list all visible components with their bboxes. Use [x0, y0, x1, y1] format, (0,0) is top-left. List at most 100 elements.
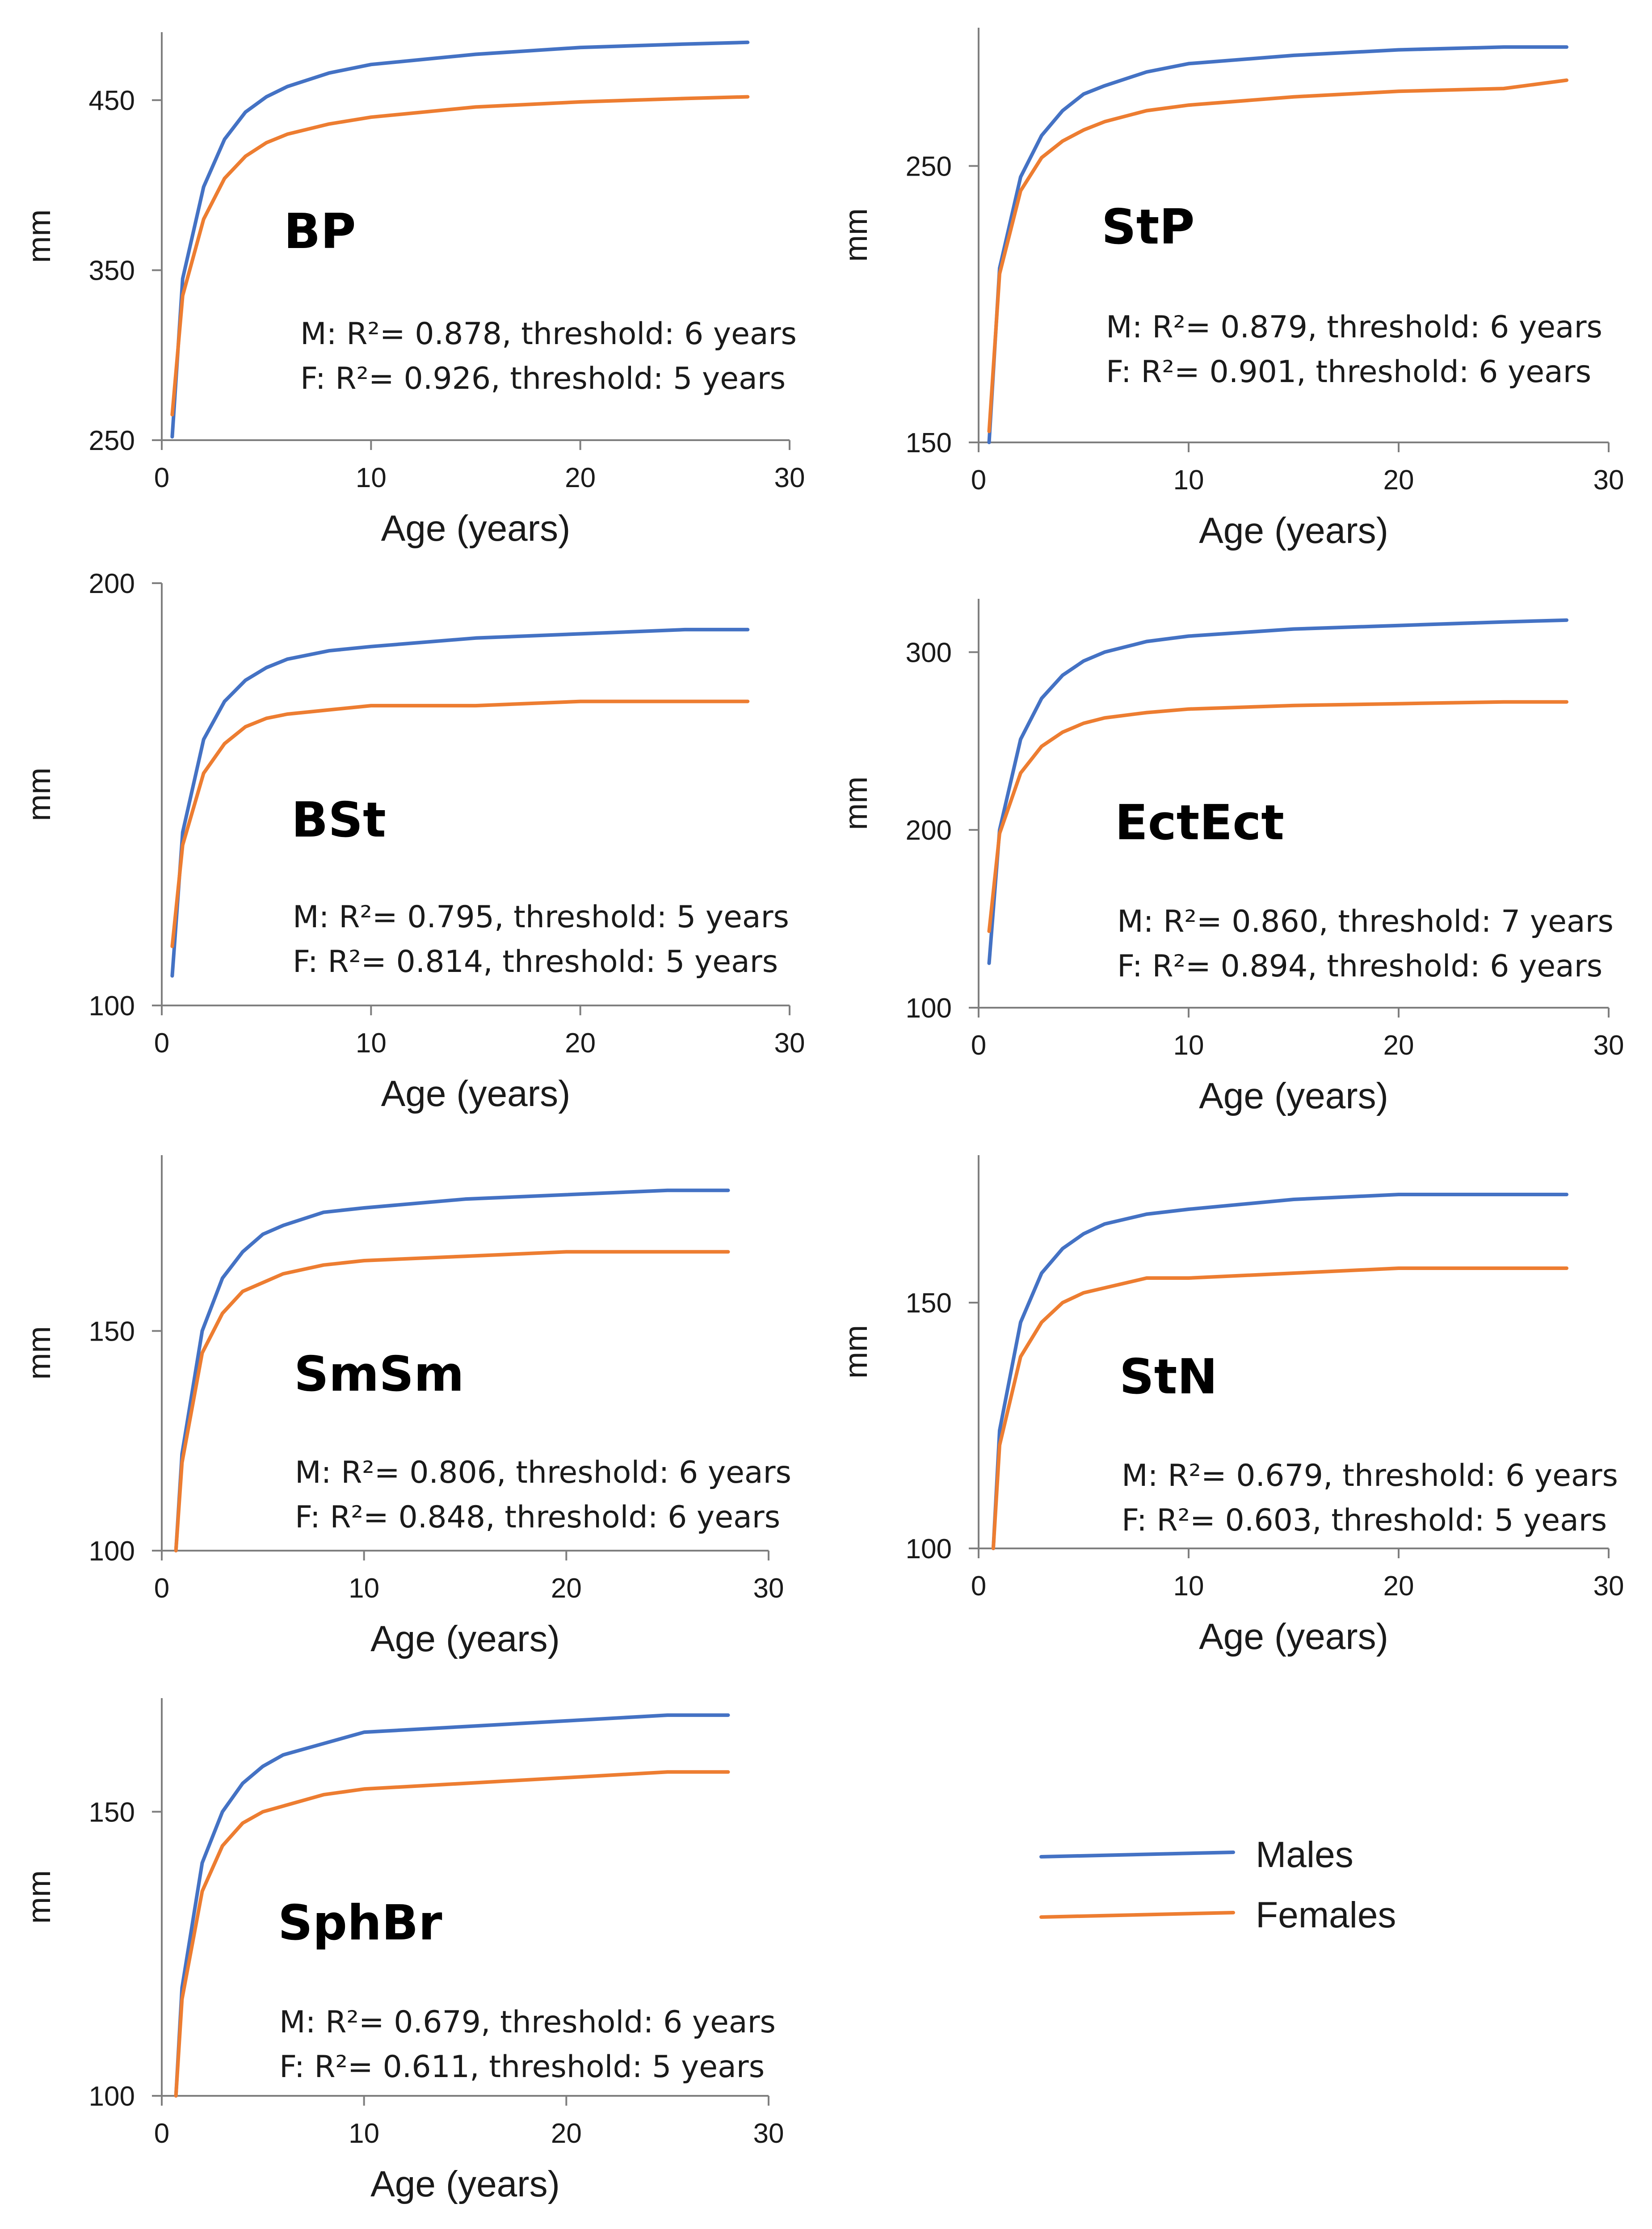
x-tick-label: 30 — [774, 463, 805, 493]
x-tick-label: 10 — [1173, 1571, 1204, 1602]
panel-title: BP — [284, 204, 356, 260]
y-tick-label: 100 — [906, 1534, 952, 1565]
x-axis-title: Age (years) — [1199, 510, 1388, 551]
stat-annotation: M: R²= 0.878, threshold: 6 years — [300, 316, 797, 352]
y-tick-label: 200 — [89, 568, 135, 599]
x-axis-title: Age (years) — [1199, 1616, 1388, 1657]
x-tick-label: 10 — [356, 463, 387, 493]
series-line-males — [987, 618, 1568, 965]
chart-panel-smsm: 0 10 20 30 100 150 Age (years) mm SmSm M: R²= 0.8… — [21, 1155, 791, 1659]
series-line-males — [991, 1193, 1568, 1550]
legend-swatch-males — [1039, 1850, 1235, 1859]
stat-annotation: M: R²= 0.679, threshold: 6 years — [279, 2005, 776, 2040]
x-axis-title: Age (years) — [381, 1073, 571, 1114]
y-tick-label: 150 — [89, 1316, 135, 1347]
series-line-females — [991, 1266, 1568, 1550]
panel-title: StN — [1119, 1349, 1218, 1405]
series-line-males — [170, 40, 750, 439]
x-tick-label: 0 — [971, 1030, 986, 1061]
stat-annotation: F: R²= 0.901, threshold: 6 years — [1106, 354, 1591, 390]
x-tick-label: 0 — [971, 1571, 986, 1602]
chart-panel-bp: 0 10 20 30 250 350 450 Age (years) mm BP M: R²= 0.… — [21, 32, 805, 549]
series-line-females — [174, 1770, 730, 2098]
series-line-males — [170, 627, 750, 978]
stat-annotation: M: R²= 0.795, threshold: 5 years — [293, 900, 789, 935]
y-tick-label: 200 — [906, 815, 952, 846]
legend-label-females: Females — [1256, 1895, 1396, 1935]
x-tick-label: 20 — [565, 463, 596, 493]
y-axis-title: mm — [838, 1325, 874, 1379]
chart-panel-stp: 0 10 20 30 150 250 Age (years) mm StP M: R²= 0.87… — [838, 28, 1624, 551]
x-tick-label: 0 — [154, 2118, 169, 2149]
x-tick-label: 0 — [154, 463, 169, 493]
stat-annotation: M: R²= 0.679, threshold: 6 years — [1122, 1458, 1618, 1493]
x-tick-label: 10 — [349, 1573, 379, 1604]
panel-title: BSt — [291, 792, 386, 848]
y-axis-title: mm — [21, 1326, 57, 1380]
y-axis-title: mm — [838, 777, 874, 830]
panel-title: EctEct — [1115, 795, 1284, 851]
y-tick-label: 100 — [89, 1536, 135, 1567]
panel-title: SmSm — [294, 1346, 464, 1402]
stat-annotation: F: R²= 0.848, threshold: 6 years — [295, 1500, 780, 1535]
x-tick-label: 10 — [356, 1028, 387, 1059]
series-line-females — [174, 1250, 730, 1552]
y-axis-title: mm — [21, 210, 57, 263]
x-tick-label: 30 — [753, 1573, 784, 1604]
series-line-females — [170, 699, 750, 948]
y-axis-title: mm — [21, 768, 57, 821]
legend-swatch-females — [1039, 1911, 1235, 1919]
x-tick-label: 0 — [971, 465, 986, 496]
x-tick-label: 20 — [551, 1573, 582, 1604]
x-tick-label: 10 — [1173, 465, 1204, 496]
stat-annotation: F: R²= 0.926, threshold: 5 years — [300, 361, 786, 396]
x-axis-title: Age (years) — [381, 508, 571, 549]
stat-annotation: M: R²= 0.806, threshold: 6 years — [295, 1455, 791, 1490]
y-tick-label: 150 — [906, 1288, 952, 1319]
x-tick-label: 0 — [154, 1573, 169, 1604]
y-tick-label: 250 — [89, 425, 135, 456]
x-tick-label: 20 — [1383, 1030, 1414, 1061]
x-tick-label: 10 — [1173, 1030, 1204, 1061]
x-tick-label: 20 — [1383, 1571, 1414, 1602]
series-line-females — [987, 78, 1568, 433]
series-line-females — [987, 700, 1568, 933]
x-tick-label: 10 — [349, 2118, 379, 2149]
panel-title: StP — [1101, 199, 1195, 255]
chart-panel-ectect: 0 10 20 30 100 200 300 Age (years) mm EctEct M: R²… — [838, 599, 1624, 1116]
y-tick-label: 100 — [89, 2081, 135, 2112]
y-tick-label: 100 — [89, 991, 135, 1022]
y-tick-label: 150 — [89, 1797, 135, 1828]
x-tick-label: 30 — [753, 2118, 784, 2149]
x-tick-label: 30 — [1593, 1571, 1624, 1602]
stat-annotation: M: R²= 0.860, threshold: 7 years — [1117, 904, 1614, 939]
chart-panel-sphbr: 0 10 20 30 100 150 Age (years) mm SphBr M: R²= 0.… — [21, 1698, 784, 2204]
x-axis-title: Age (years) — [370, 2164, 560, 2204]
y-tick-label: 350 — [89, 256, 135, 286]
stat-annotation: F: R²= 0.894, threshold: 6 years — [1117, 949, 1602, 984]
y-tick-label: 300 — [906, 637, 952, 668]
legend: Males Females — [1039, 1834, 1396, 1935]
series-line-males — [987, 45, 1568, 444]
stat-annotation: F: R²= 0.814, threshold: 5 years — [293, 944, 778, 980]
x-tick-label: 30 — [1593, 1030, 1624, 1061]
x-tick-label: 20 — [1383, 465, 1414, 496]
y-tick-label: 250 — [906, 151, 952, 182]
stat-annotation: F: R²= 0.603, threshold: 5 years — [1122, 1503, 1607, 1538]
x-tick-label: 20 — [565, 1028, 596, 1059]
chart-panel-bst: 0 10 20 30 100 200 Age (years) mm BSt M: R²= 0.79… — [21, 568, 805, 1114]
y-tick-label: 450 — [89, 85, 135, 116]
chart-panel-stn: 0 10 20 30 100 150 Age (years) mm StN M: R²= 0.67… — [838, 1155, 1624, 1657]
x-axis-title: Age (years) — [370, 1619, 560, 1659]
stat-annotation: M: R²= 0.879, threshold: 6 years — [1106, 310, 1602, 345]
x-tick-label: 0 — [154, 1028, 169, 1059]
series-line-females — [170, 95, 750, 416]
x-tick-label: 30 — [774, 1028, 805, 1059]
series-line-males — [174, 1188, 730, 1552]
stat-annotation: F: R²= 0.611, threshold: 5 years — [279, 2049, 765, 2085]
x-axis-title: Age (years) — [1199, 1076, 1388, 1116]
y-axis-title: mm — [21, 1870, 57, 1924]
series-line-males — [174, 1713, 730, 2098]
legend-label-males: Males — [1256, 1834, 1354, 1875]
